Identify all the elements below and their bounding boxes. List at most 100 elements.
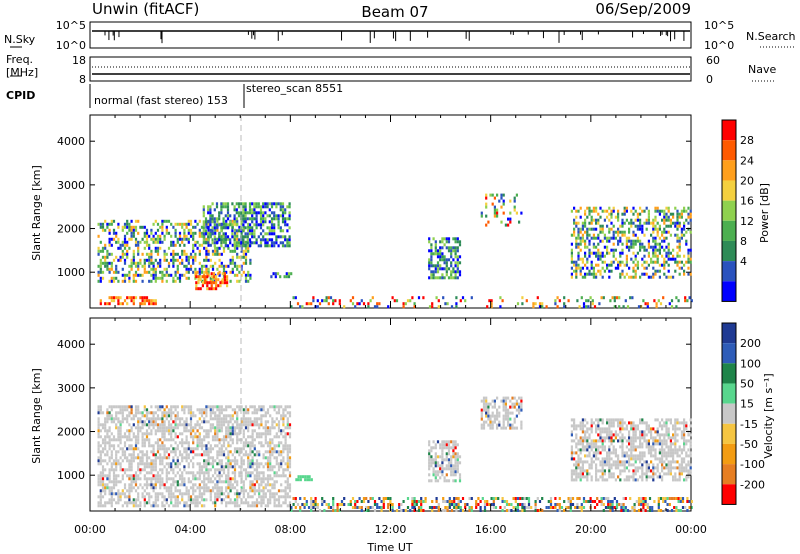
data-cell <box>406 299 410 303</box>
data-cell <box>189 231 193 235</box>
data-cell <box>266 226 269 230</box>
data-cell <box>226 202 230 206</box>
data-cell <box>238 423 241 427</box>
data-cell <box>145 456 149 460</box>
data-cell <box>187 456 190 460</box>
data-cell <box>493 420 496 424</box>
data-cell <box>255 477 259 481</box>
data-cell <box>647 451 650 455</box>
data-cell <box>194 447 197 451</box>
data-cell <box>200 504 204 508</box>
data-cell <box>590 424 593 428</box>
data-cell <box>260 501 263 505</box>
data-cell <box>176 276 179 280</box>
data-cell <box>443 467 446 471</box>
data-cell <box>126 447 129 451</box>
data-cell <box>595 457 598 461</box>
data-cell <box>669 418 672 422</box>
data-cell <box>216 432 219 436</box>
data-cell <box>575 478 578 482</box>
data-cell <box>456 258 459 262</box>
data-cell <box>493 211 496 215</box>
data-cell <box>154 501 157 505</box>
data-cell <box>509 399 512 403</box>
data-cell <box>614 418 617 422</box>
data-cell <box>246 232 249 236</box>
data-cell <box>577 251 580 255</box>
data-cell <box>255 423 259 427</box>
data-cell <box>487 408 490 412</box>
data-cell <box>181 249 184 253</box>
data-cell <box>452 270 455 274</box>
data-cell <box>233 420 237 424</box>
data-cell <box>663 257 666 261</box>
data-cell <box>185 237 188 241</box>
data-cell <box>110 501 113 505</box>
data-cell <box>207 435 210 439</box>
data-cell <box>584 251 587 255</box>
data-cell <box>231 223 234 227</box>
data-cell <box>226 281 229 285</box>
data-cell <box>595 245 598 249</box>
data-cell <box>236 501 239 505</box>
data-cell <box>676 421 679 425</box>
data-cell <box>665 215 668 219</box>
data-cell <box>108 261 111 265</box>
data-cell <box>680 460 683 464</box>
data-cell <box>161 426 164 430</box>
data-cell <box>595 418 598 422</box>
data-cell <box>663 451 666 455</box>
data-cell <box>597 439 600 443</box>
data-cell <box>110 480 113 484</box>
data-cell <box>590 218 593 222</box>
data-cell <box>680 233 683 237</box>
data-cell <box>119 492 122 496</box>
data-cell <box>639 227 642 231</box>
data-cell <box>271 450 274 454</box>
data-cell <box>244 489 248 493</box>
data-cell <box>247 426 250 430</box>
data-cell <box>288 202 291 206</box>
data-cell <box>101 477 105 481</box>
data-cell <box>211 229 214 233</box>
data-cell <box>165 429 168 433</box>
data-cell <box>654 272 657 276</box>
data-cell <box>183 408 186 412</box>
data-cell <box>187 447 190 451</box>
data-cell <box>247 462 250 466</box>
data-cell <box>445 458 448 462</box>
data-cell <box>156 261 160 265</box>
data-cell <box>266 504 270 508</box>
data-cell <box>588 248 591 252</box>
data-cell <box>280 474 283 478</box>
data-cell <box>621 439 624 443</box>
data-cell <box>623 421 626 425</box>
data-cell <box>130 417 133 421</box>
data-cell <box>236 450 239 454</box>
data-cell <box>187 504 190 508</box>
data-cell <box>187 441 190 445</box>
freq-tick-top: 18 <box>72 54 86 67</box>
power-colorbar-label: Power [dB] <box>758 183 771 243</box>
data-cell <box>269 489 272 493</box>
data-cell <box>128 264 131 268</box>
data-cell <box>606 457 609 461</box>
data-cell <box>636 236 639 240</box>
data-cell <box>218 214 221 218</box>
data-cell <box>148 483 151 487</box>
data-cell <box>161 435 164 439</box>
data-cell <box>183 504 186 508</box>
data-cell <box>669 257 672 261</box>
data-cell <box>215 241 219 245</box>
data-cell <box>229 214 232 218</box>
data-cell <box>218 495 221 499</box>
data-cell <box>183 429 186 433</box>
data-cell <box>218 252 221 256</box>
data-cell <box>172 411 175 415</box>
data-cell <box>599 251 602 255</box>
data-cell <box>507 223 510 227</box>
data-cell <box>599 272 602 276</box>
data-cell <box>119 246 122 250</box>
data-cell <box>220 417 223 421</box>
data-cell <box>630 424 633 428</box>
